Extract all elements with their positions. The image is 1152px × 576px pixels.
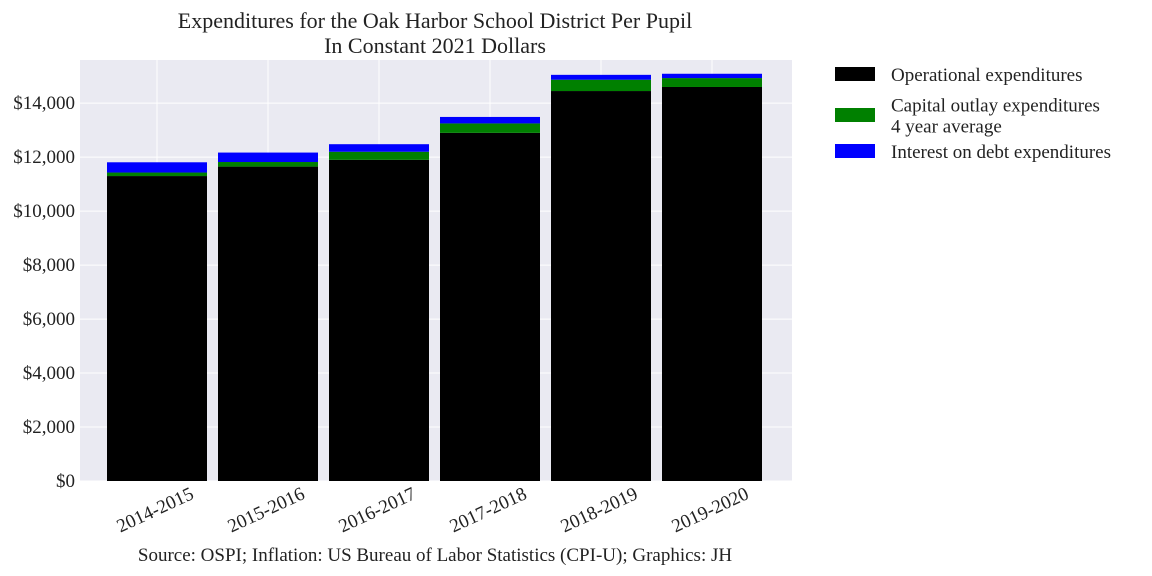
bar-segment-1	[662, 86, 762, 481]
y-tick-label: $0	[56, 471, 75, 492]
x-tick-label: 2014-2015	[114, 483, 197, 537]
bar-segment-1	[551, 91, 651, 482]
y-tick-label: $10,000	[13, 201, 75, 222]
bar-segment-3	[551, 74, 651, 80]
bar-segment-3	[107, 162, 207, 173]
bar-segment-2	[662, 78, 762, 87]
legend: Operational expenditures Capital outlay e…	[835, 65, 1111, 163]
bar-segment-1	[329, 159, 429, 481]
legend-label: Interest on debt expenditures	[891, 142, 1111, 163]
bar-segment-3	[218, 152, 318, 163]
bar-segment-2	[218, 162, 318, 167]
bar-segment-3	[329, 144, 429, 152]
legend-swatch	[835, 67, 875, 81]
y-tick-label: $14,000	[13, 93, 75, 114]
bar-segment-2	[440, 123, 540, 133]
legend-swatch	[835, 144, 875, 158]
legend-label: Operational expenditures	[891, 65, 1083, 86]
chart-subtitle: In Constant 2021 Dollars	[324, 33, 546, 58]
x-tick-label: 2015-2016	[225, 483, 308, 537]
chart-title: Expenditures for the Oak Harbor School D…	[178, 8, 692, 33]
legend-label: Capital outlay expenditures 4 year averag…	[891, 96, 1100, 138]
y-tick-label: $4,000	[23, 363, 75, 384]
y-axis-ticks: $0 $2,000 $4,000 $6,000 $8,000 $10,000 $12,000…	[13, 93, 75, 492]
y-tick-label: $6,000	[23, 309, 75, 330]
source-caption: Source: OSPI; Inflation: US Bureau of La…	[138, 545, 732, 566]
y-tick-label: $8,000	[23, 255, 75, 276]
x-tick-label: 2016-2017	[336, 483, 419, 537]
bar-segment-1	[218, 166, 318, 481]
x-tick-label: 2019-2020	[669, 483, 752, 537]
bar-segment-1	[440, 132, 540, 481]
y-tick-label: $2,000	[23, 417, 75, 438]
bar-segment-3	[440, 116, 540, 124]
bar-segment-2	[107, 172, 207, 177]
bar-segment-2	[329, 151, 429, 160]
bar-segment-1	[107, 176, 207, 482]
x-axis-ticks: 2014-2015 2015-2016 2016-2017 2017-2018 2018…	[114, 483, 752, 537]
x-tick-label: 2018-2019	[558, 483, 641, 537]
legend-swatch	[835, 108, 875, 122]
y-tick-label: $12,000	[13, 147, 75, 168]
x-tick-label: 2017-2018	[447, 483, 530, 537]
bars	[107, 73, 762, 482]
bar-segment-2	[551, 79, 651, 92]
bar-segment-3	[662, 73, 762, 79]
